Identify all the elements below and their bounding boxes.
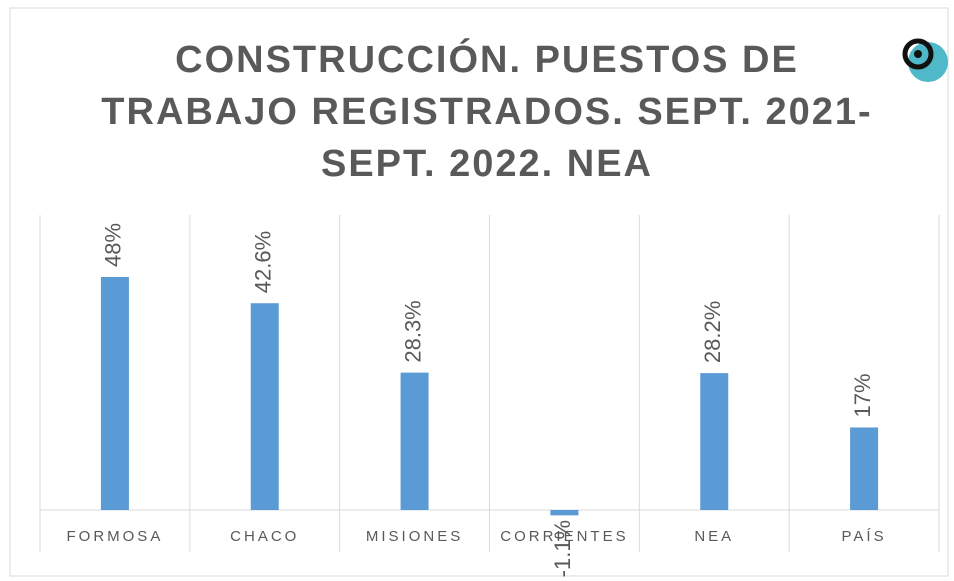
data-label: 42.6% [251, 231, 276, 293]
x-tick-label: CORRIENTES [500, 528, 628, 545]
x-tick-label: NEA [694, 528, 734, 545]
x-tick-label: PAÍS [842, 528, 887, 545]
chart-title: TRABAJO REGISTRADOS. SEPT. 2021- [101, 91, 872, 133]
bar [100, 277, 129, 510]
x-tick-label: MISIONES [366, 528, 463, 545]
bar [400, 372, 429, 510]
data-label: -1.1% [550, 520, 575, 577]
x-tick-label: CHACO [230, 528, 299, 545]
data-label: 17% [850, 373, 875, 417]
data-label: 48% [101, 223, 126, 267]
chart-title: CONSTRUCCIÓN. PUESTOS DE [175, 37, 799, 81]
bar [700, 373, 729, 510]
chart-border [9, 7, 949, 577]
chart-title: SEPT. 2022. NEA [321, 143, 653, 185]
logo-icon [902, 38, 948, 82]
bar [550, 510, 579, 516]
x-tick-label: FORMOSA [66, 528, 163, 545]
data-label: 28.2% [700, 301, 725, 363]
bar [250, 303, 279, 510]
bar [850, 427, 879, 510]
data-label: 28.3% [400, 300, 425, 362]
